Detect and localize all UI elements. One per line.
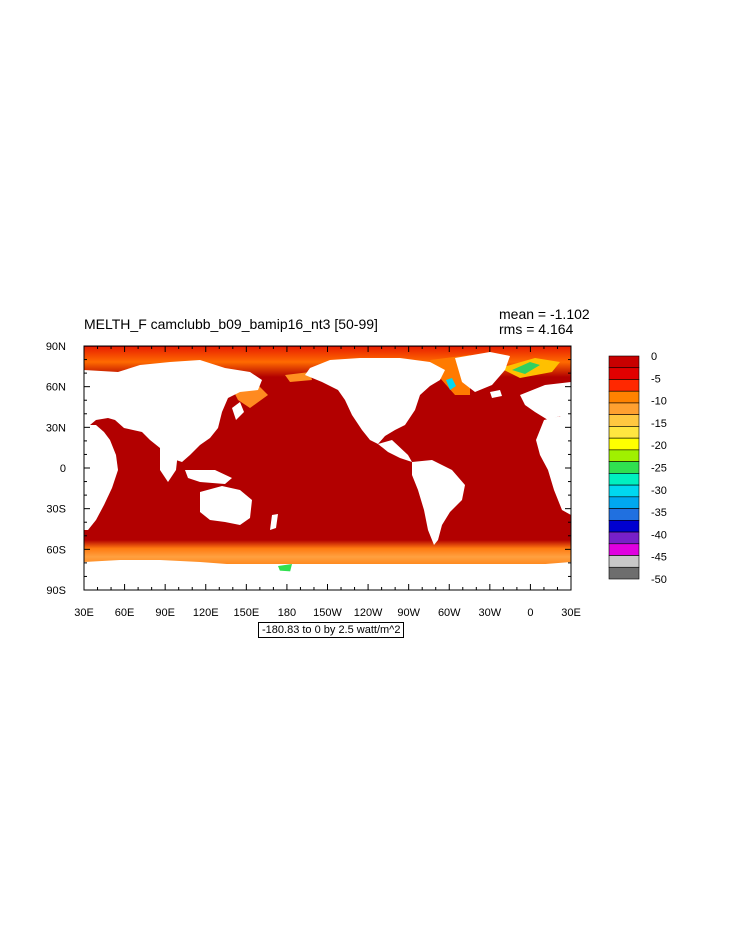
field-layer — [84, 346, 571, 590]
land-greenland — [455, 352, 510, 392]
y-tick-label: 90S — [46, 585, 66, 597]
land-japan — [232, 402, 244, 420]
colorbar-label: -35 — [651, 507, 667, 519]
x-tick-label: 150W — [313, 607, 342, 619]
x-tick-label: 120E — [193, 607, 219, 619]
land-nz — [270, 514, 278, 530]
x-tick-label: 60E — [115, 607, 135, 619]
colorbar-box — [608, 566, 640, 580]
southern-band — [84, 540, 571, 564]
colorbar-label: -5 — [651, 373, 661, 385]
land-europe — [520, 382, 571, 420]
land-antarctica — [84, 560, 571, 590]
ross-green — [278, 564, 292, 572]
x-tick-label: 120W — [354, 607, 383, 619]
x-tick-label: 0 — [527, 607, 533, 619]
colorbar-box — [608, 367, 640, 380]
rms-value: rms = 4.164 — [499, 321, 574, 337]
colorbar-label: -30 — [651, 485, 667, 497]
colorbar-box — [608, 449, 640, 462]
colorbar-box — [608, 402, 640, 415]
colorbar-box — [608, 414, 640, 427]
colorbar-label: -45 — [651, 552, 667, 564]
colorbar-box — [608, 390, 640, 404]
colorbar-box — [608, 473, 640, 486]
colorbar — [608, 355, 640, 580]
x-tick-label: 30W — [479, 607, 502, 619]
bering-patch — [285, 372, 312, 382]
land-africa-east — [84, 425, 118, 530]
y-tick-label: 30S — [46, 504, 66, 516]
land-indonesia — [185, 470, 232, 484]
x-tick-label: 60W — [438, 607, 461, 619]
colorbar-labels: 0 -5 -10 -15 -20 -25 -30 -35 -40 -45 -50 — [651, 351, 667, 586]
land-india — [160, 448, 178, 482]
colorbar-label: -25 — [651, 463, 667, 475]
land-masses — [84, 352, 571, 590]
x-tick-label: 150E — [233, 607, 259, 619]
colorbar-box — [608, 531, 640, 545]
contour-info: -180.83 to 0 by 2.5 watt/m^2 — [258, 622, 405, 638]
land-north-america — [305, 358, 445, 444]
map-title: MELTH_F camclubb_b09_bamip16_nt3 [50-99] — [84, 316, 378, 332]
x-tick-label: 30E — [74, 607, 94, 619]
colorbar-label: -20 — [651, 440, 667, 452]
colorbar-label: -40 — [651, 529, 667, 541]
colorbar-label: -15 — [651, 418, 667, 430]
land-south-america — [412, 460, 465, 545]
land-eurasia-africa — [84, 360, 262, 462]
colorbar-box — [608, 496, 640, 509]
colorbar-box — [608, 355, 640, 369]
colorbar-box — [608, 437, 640, 451]
colorbar-label: 0 — [651, 351, 657, 363]
colorbar-label: -50 — [651, 574, 667, 586]
land-africa-west — [536, 415, 571, 515]
x-tick-label: 90W — [397, 607, 420, 619]
baffin-cyan — [446, 378, 456, 390]
nordic-patch-green — [512, 362, 540, 374]
y-tick-label: 90N — [46, 341, 66, 353]
y-tick-label: 60N — [46, 382, 66, 394]
colorbar-box — [608, 555, 640, 568]
colorbar-box — [608, 426, 640, 439]
colorbar-box — [608, 508, 640, 521]
colorbar-box — [608, 520, 640, 533]
mean-value: mean = -1.102 — [499, 306, 590, 322]
y-tick-label: 0 — [60, 463, 66, 475]
axis-ticks — [83, 345, 572, 591]
colorbar-label: -10 — [651, 396, 667, 408]
colorbar-box — [608, 543, 640, 556]
land-iceland — [490, 390, 502, 398]
y-tick-label: 60S — [46, 544, 66, 556]
colorbar-box — [608, 484, 640, 498]
x-tick-label: 90E — [155, 607, 175, 619]
land-central-america — [378, 440, 412, 462]
colorbar-box — [608, 461, 640, 474]
x-tick-label: 30E — [561, 607, 581, 619]
x-tick-label: 180 — [278, 607, 296, 619]
axis-tick-labels: 30E 60E 90E 120E 150E 180 150W 120W 90W 60W 30W 0 30… — [46, 341, 581, 619]
y-tick-label: 30N — [46, 422, 66, 434]
land-australia — [200, 486, 252, 525]
colorbar-box — [608, 379, 640, 392]
